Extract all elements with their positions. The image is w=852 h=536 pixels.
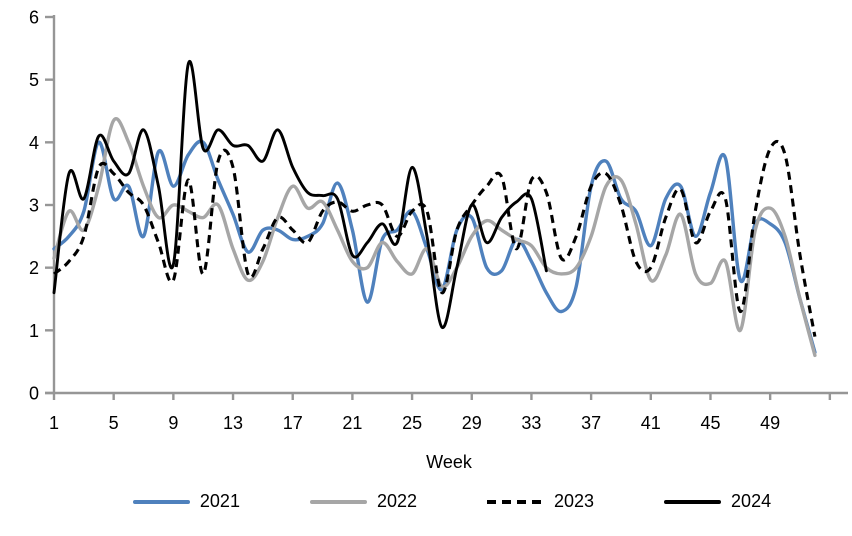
- legend-item-2021: 2021: [132, 491, 240, 512]
- y-tick-label: 2: [29, 258, 39, 278]
- x-tick-label: 29: [462, 413, 482, 433]
- legend-swatch-2024-line: [664, 499, 722, 504]
- y-tick-label: 4: [29, 133, 39, 153]
- x-tick-label: 13: [223, 413, 243, 433]
- series-2021-line: [52, 139, 817, 354]
- legend-label-2022: 2022: [376, 491, 417, 511]
- x-tick-label: 17: [283, 413, 303, 433]
- legend-swatch-2023-dashed-line: [487, 499, 544, 504]
- legend-item-2024: 2024: [664, 491, 771, 512]
- x-tick-label: 21: [342, 413, 362, 433]
- y-tick-label: 1: [29, 321, 39, 341]
- y-tick-label: 3: [29, 195, 39, 215]
- y-axis-ticks: 0 1 2 3 4 5 6: [29, 7, 54, 404]
- x-axis-title: Week: [426, 452, 472, 472]
- legend-label-2021: 2021: [199, 491, 240, 511]
- y-tick-label: 0: [29, 384, 39, 404]
- x-tick-label: 41: [641, 413, 661, 433]
- y-tick-label: 6: [29, 7, 39, 27]
- legend-item-2023: 2023: [487, 491, 594, 512]
- legend-label-2024: 2024: [731, 491, 772, 511]
- x-tick-label: 25: [402, 413, 422, 433]
- x-axis-ticks: 1 5 9 13 17 21 25 29 33 37 41 45 49: [49, 393, 832, 433]
- series-2024-line: [52, 59, 548, 329]
- x-tick-label: 45: [700, 413, 720, 433]
- y-tick-label: 5: [29, 70, 39, 90]
- x-tick-label: 49: [760, 413, 780, 433]
- legend-swatch-2022-line: [309, 499, 367, 504]
- series-lines: [52, 59, 817, 358]
- legend: 2021 2022 2023 2024: [26, 491, 852, 512]
- legend-item-2022: 2022: [309, 491, 417, 512]
- series-2022-line: [52, 117, 817, 358]
- x-tick-label: 1: [49, 413, 59, 433]
- x-tick-label: 37: [581, 413, 601, 433]
- legend-label-2023: 2023: [554, 491, 595, 511]
- x-tick-label: 33: [521, 413, 541, 433]
- x-tick-label: 9: [168, 413, 178, 433]
- legend-swatch-2021-line: [132, 499, 190, 504]
- series-2023-line: [53, 140, 817, 337]
- x-tick-label: 5: [109, 413, 119, 433]
